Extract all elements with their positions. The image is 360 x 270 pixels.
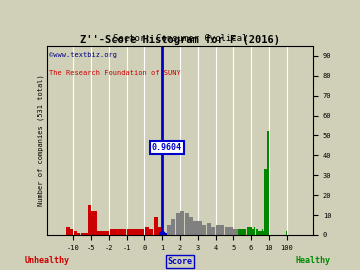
Bar <box>260 231 261 235</box>
Bar <box>202 225 207 235</box>
Bar <box>255 227 256 235</box>
Bar <box>149 229 153 235</box>
Bar <box>261 231 262 235</box>
Text: Score: Score <box>167 257 193 266</box>
Bar <box>70 229 73 235</box>
Bar <box>233 229 238 235</box>
Bar <box>153 217 158 235</box>
Bar <box>81 233 84 235</box>
Bar <box>265 169 266 235</box>
Bar <box>185 213 189 235</box>
Bar <box>77 233 80 235</box>
Bar <box>259 231 260 235</box>
Bar <box>229 227 233 235</box>
Bar <box>258 231 259 235</box>
Bar <box>189 217 193 235</box>
Bar <box>162 233 167 235</box>
Bar <box>242 229 247 235</box>
Bar <box>220 225 224 235</box>
Text: The Research Foundation of SUNY: The Research Foundation of SUNY <box>49 70 181 76</box>
Bar <box>225 227 229 235</box>
Bar <box>91 211 97 235</box>
Bar <box>238 229 242 235</box>
Bar <box>158 227 162 235</box>
Text: Healthy: Healthy <box>296 256 331 265</box>
Bar <box>109 229 126 235</box>
Bar <box>262 229 263 235</box>
Title: Z''-Score Histogram for F (2016): Z''-Score Histogram for F (2016) <box>80 35 280 45</box>
Bar <box>216 225 220 235</box>
Bar <box>257 229 258 235</box>
Bar <box>145 227 149 235</box>
Bar <box>103 231 109 235</box>
Bar <box>256 229 257 235</box>
Bar <box>267 131 269 235</box>
Bar <box>97 231 103 235</box>
Bar <box>263 231 264 235</box>
Bar <box>180 211 184 235</box>
Text: Sector: Consumer Cyclical: Sector: Consumer Cyclical <box>113 34 247 43</box>
Bar <box>207 223 211 235</box>
Bar <box>73 231 77 235</box>
Bar <box>176 213 180 235</box>
Bar <box>198 221 202 235</box>
Bar <box>127 229 144 235</box>
Text: Unhealthy: Unhealthy <box>24 256 69 265</box>
Bar <box>88 205 91 235</box>
Bar <box>193 221 198 235</box>
Text: ©www.textbiz.org: ©www.textbiz.org <box>49 52 117 58</box>
Bar <box>247 227 251 235</box>
Bar <box>252 229 253 235</box>
Y-axis label: Number of companies (531 total): Number of companies (531 total) <box>37 75 44 206</box>
Text: 0.9604: 0.9604 <box>152 143 182 152</box>
Bar <box>84 233 87 235</box>
Bar <box>253 229 254 235</box>
Bar <box>251 227 252 235</box>
Bar <box>171 219 175 235</box>
Bar <box>167 225 171 235</box>
Bar <box>211 227 215 235</box>
Bar <box>286 231 287 235</box>
Bar <box>67 227 70 235</box>
